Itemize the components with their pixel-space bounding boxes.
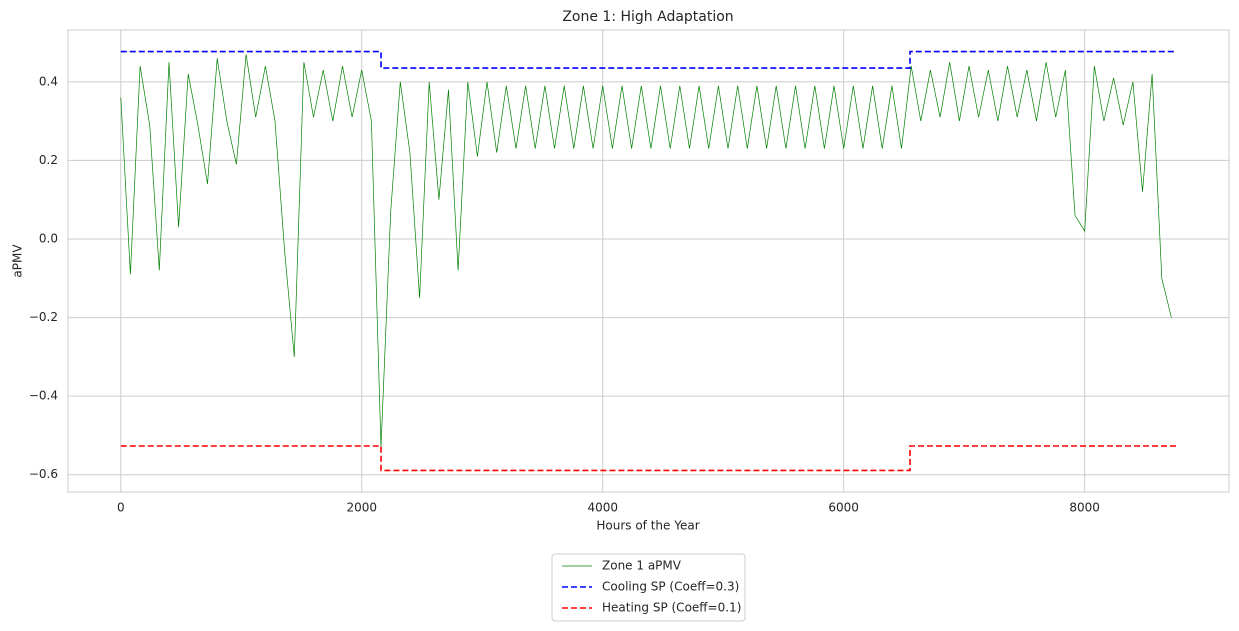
legend: Zone 1 aPMV Cooling SP (Coeff=0.3) Heating…: [551, 553, 746, 622]
chart-title: Zone 1: High Adaptation: [562, 9, 733, 25]
x-tick-label: 2000: [346, 501, 377, 515]
x-tick-label: 0: [117, 501, 125, 515]
legend-label: Heating SP (Coeff=0.1): [602, 601, 741, 615]
x-tick-label: 8000: [1069, 501, 1100, 515]
y-tick-label: −0.4: [29, 389, 58, 403]
y-tick-label: −0.2: [29, 310, 58, 324]
y-tick-label: 0.4: [39, 74, 58, 88]
series-line: [120, 54, 1172, 448]
y-axis-label: aPMV: [11, 244, 25, 278]
legend-label: Zone 1 aPMV: [602, 559, 682, 573]
y-tick-label: −0.6: [29, 467, 58, 481]
x-axis-label: Hours of the Year: [596, 519, 699, 533]
legend-label: Cooling SP (Coeff=0.3): [602, 580, 739, 594]
series-line: [120, 445, 1177, 472]
x-tick-label: 4000: [587, 501, 618, 515]
plot-frame: [67, 29, 1230, 493]
legend-box: [551, 553, 746, 622]
x-tick-label: 6000: [828, 501, 859, 515]
y-tick-label: 0.2: [39, 153, 58, 167]
series-line: [120, 50, 1177, 69]
y-tick-label: 0.0: [39, 232, 58, 246]
